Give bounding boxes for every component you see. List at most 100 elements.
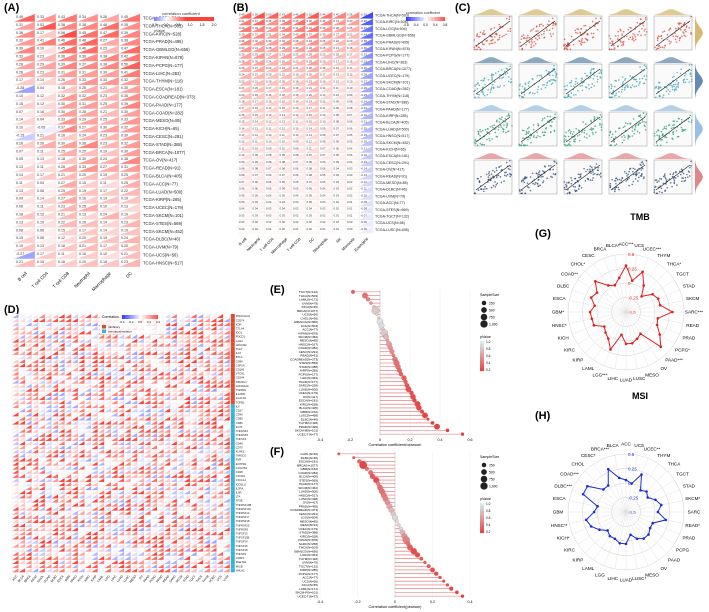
scatter-point [479,128,481,131]
row-label: TCGA-KIRP(N=285) [375,114,408,118]
heatmap-triangle [238,179,252,187]
heatmap-triangle [111,350,118,355]
heatmap-value: 0.23 [307,79,313,83]
scatter-point [564,85,566,88]
heatmap-value: 0.24 [100,213,107,217]
row-label: TCGA-SKCM(N=101) [143,213,184,218]
heatmap-triangle [223,383,230,388]
scatter-point [578,139,581,142]
row-label: TCGA-COADREAD(N=373) [143,95,196,100]
heatmap-triangle [137,371,144,376]
scatter-point [550,125,553,128]
heatmap-triangle [97,412,105,417]
scatter-point [656,39,659,42]
scatter-point [491,39,493,42]
heatmap-triangle [238,146,252,153]
heatmap-triangle [346,206,360,213]
heatmap-triangle [119,77,140,86]
scatter-point [491,42,494,44]
heatmap-triangle [38,359,45,364]
scatter-point [491,35,493,38]
heatmap-value: 0.05 [320,173,326,177]
scatter-point [480,79,482,82]
heatmap-triangle [292,206,306,213]
heatmap-value: 0.11 [266,126,272,130]
heatmap-triangle [265,192,279,200]
row-label: TCGA-PRAD(N=495) [143,39,184,44]
heatmap-value: 0.05 [347,133,353,137]
heatmap-triangle [216,383,224,388]
heatmap-triangle [292,119,306,126]
scatter-point [680,118,683,121]
heatmap-triangle [210,338,217,343]
legend-swatch [428,17,430,21]
legend-swatch [154,17,156,21]
scatter-point [505,175,508,177]
scatter-point [643,176,645,178]
heatmap-triangle [119,132,140,141]
scatter-point [492,175,494,178]
scatter-point [527,127,529,130]
scatter-point [614,190,616,193]
heatmap-triangle [238,99,252,106]
msi-title: MSI [631,391,648,401]
heatmap-value: 0.40 [334,12,340,16]
heatmap-triangle [163,322,171,327]
scatter-point [672,133,675,136]
heatmap-triangle [359,166,373,173]
heatmap-triangle [183,379,191,384]
scatter-point [663,174,666,177]
heatmap-triangle [91,387,98,392]
legend-swatch [172,17,174,21]
heatmap-triangle [119,164,140,172]
heatmap-value: 0.11 [16,181,23,185]
heatmap-triangle [45,322,52,327]
heatmap-value: 0.05 [293,180,299,184]
heatmap-triangle [305,25,319,33]
heatmap-value: 0.02 [320,213,326,217]
scatter-point [615,182,617,185]
heatmap-triangle [265,119,279,126]
heatmap-triangle [130,371,138,376]
heatmap-triangle [119,203,140,212]
panel-label-f: (F) [270,446,285,458]
heatmap-triangle [238,166,252,173]
heatmap-triangle [25,318,32,323]
heatmap-value: 0.45 [79,31,86,35]
heatmap-triangle [292,219,306,227]
scatter-point [682,23,685,26]
scatter-point [532,182,534,185]
row-label: TCGA-UVM(N=79) [375,194,405,198]
heatmap-triangle [137,404,144,409]
heatmap-value: 0.06 [37,189,44,193]
scatter-point [521,129,524,132]
heatmap-triangle [183,400,191,405]
scatter-point [490,27,493,30]
scatter-point [644,34,646,36]
scatter-point [644,16,647,19]
scatter-point [548,80,550,82]
scatter-point [590,127,593,129]
scatter-point [609,183,612,185]
heatmap-triangle [117,346,125,351]
heatmap-triangle [91,330,98,335]
gene-label: CTLA4 [236,327,245,331]
scatter-point [549,33,552,35]
heatmap-triangle [137,342,144,347]
heatmap-triangle [38,391,45,396]
heatmap-value: -0.18 [361,140,368,144]
heatmap-value: 0.25 [347,26,353,30]
scatter-point [498,38,500,41]
heatmap-triangle [77,179,98,188]
heatmap-triangle [38,412,45,417]
column-label: T cell CD4 [31,270,50,289]
heatmap-triangle [14,235,35,244]
heatmap-triangle [177,338,184,343]
scatter-point [522,178,524,180]
heatmap-triangle [98,211,119,220]
heatmap-value: 0.26 [79,86,86,90]
heatmap-triangle [305,99,319,106]
scatter-point [591,131,594,134]
heatmap-value: 0.00 [347,220,353,224]
heatmap-triangle [64,383,72,388]
